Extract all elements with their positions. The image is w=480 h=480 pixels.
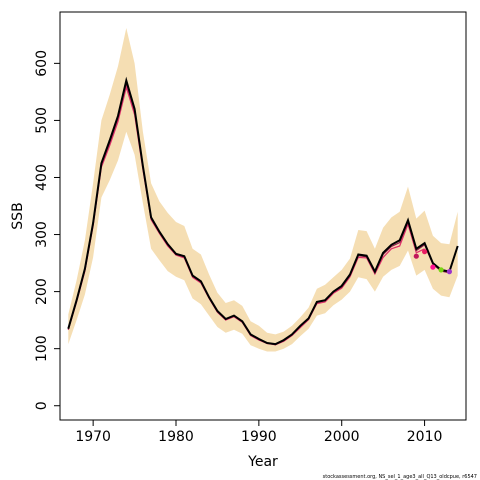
retro-point-2012 xyxy=(438,267,444,273)
y-tick-label-400: 400 xyxy=(34,164,50,191)
x-tick-label-1990: 1990 xyxy=(241,429,277,445)
y-axis-title: SSB xyxy=(10,202,26,229)
y-tick-label-0: 0 xyxy=(34,401,50,410)
y-tick-label-100: 100 xyxy=(34,335,50,362)
retro-point-2010 xyxy=(422,249,428,255)
y-tick-label-200: 200 xyxy=(34,278,50,305)
y-tick-label-500: 500 xyxy=(34,107,50,134)
confidence-band xyxy=(68,28,458,352)
ssb-line xyxy=(67,76,459,346)
plot-frame xyxy=(59,11,467,421)
retro-point-2009 xyxy=(413,253,419,259)
axes-layer: 1970 1980 1990 2000 2010 0 100 200 300 400 500 600 xyxy=(34,50,442,445)
retro-point-2013 xyxy=(446,269,452,275)
footnote: stockassessment.org, NS_sel_1_age3_all_Q… xyxy=(323,474,477,480)
x-axis-title: Year xyxy=(247,454,278,470)
x-tick-label-2010: 2010 xyxy=(407,429,443,445)
retro-point-2011 xyxy=(430,264,436,270)
x-tick-label-2000: 2000 xyxy=(324,429,360,445)
plot-layer xyxy=(67,28,459,352)
x-tick-label-1980: 1980 xyxy=(158,429,194,445)
x-tick-label-1970: 1970 xyxy=(75,429,111,445)
y-tick-label-300: 300 xyxy=(34,221,50,248)
y-tick-label-600: 600 xyxy=(34,50,50,77)
